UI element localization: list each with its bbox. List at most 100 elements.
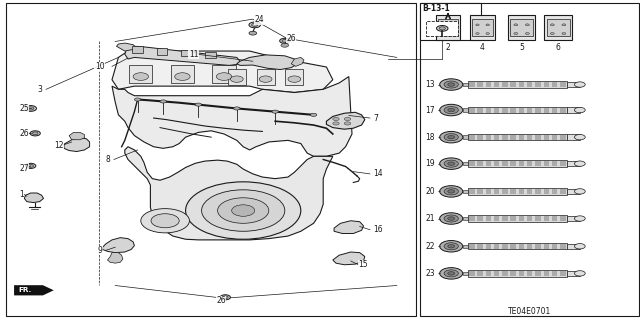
Bar [494, 82, 499, 87]
Circle shape [444, 188, 458, 195]
Bar [502, 135, 508, 140]
Text: 13: 13 [426, 80, 435, 89]
Circle shape [444, 107, 458, 114]
Bar [567, 271, 580, 276]
Bar [486, 189, 491, 194]
Bar [545, 15, 572, 40]
Circle shape [25, 106, 36, 111]
Bar [527, 271, 532, 276]
Bar [560, 244, 566, 249]
Circle shape [575, 189, 585, 194]
Circle shape [232, 205, 255, 216]
Bar [510, 19, 533, 36]
Circle shape [448, 83, 454, 86]
Bar [469, 108, 475, 113]
Bar [494, 216, 499, 221]
Circle shape [446, 33, 450, 34]
Bar [560, 82, 566, 87]
Bar [511, 108, 516, 113]
Bar [6, 3, 416, 316]
Bar [519, 161, 524, 166]
Bar [543, 271, 549, 276]
Bar [535, 135, 541, 140]
Polygon shape [108, 253, 123, 263]
Bar [543, 189, 549, 194]
Circle shape [514, 33, 518, 34]
Bar [567, 189, 580, 194]
Bar [543, 135, 549, 140]
Bar [463, 190, 468, 193]
Polygon shape [326, 112, 365, 129]
Bar [527, 82, 532, 87]
Circle shape [249, 31, 257, 35]
Bar [477, 82, 483, 87]
Circle shape [575, 271, 585, 276]
Text: 11: 11 [189, 50, 198, 59]
Bar [468, 81, 567, 88]
Circle shape [440, 268, 463, 279]
Circle shape [230, 76, 243, 82]
Bar [468, 270, 567, 277]
Bar [477, 108, 483, 113]
Text: TE04E0701: TE04E0701 [508, 307, 551, 315]
Bar [547, 19, 570, 36]
Bar [494, 108, 499, 113]
Bar [560, 135, 566, 140]
Bar [535, 271, 541, 276]
Bar [567, 244, 580, 249]
Bar [519, 108, 524, 113]
Circle shape [259, 76, 272, 82]
Circle shape [444, 160, 458, 167]
Polygon shape [14, 285, 54, 295]
Bar [535, 244, 541, 249]
Circle shape [444, 243, 458, 250]
Circle shape [476, 33, 479, 34]
Text: 4: 4 [480, 43, 485, 52]
Circle shape [186, 182, 301, 239]
Text: 25: 25 [19, 104, 29, 113]
Circle shape [344, 117, 351, 121]
Bar [519, 189, 524, 194]
Circle shape [175, 73, 190, 80]
Polygon shape [101, 238, 134, 253]
Text: 15: 15 [358, 260, 368, 269]
Circle shape [133, 73, 148, 80]
Bar [567, 135, 580, 140]
Bar [469, 189, 475, 194]
Bar [519, 82, 524, 87]
Circle shape [249, 22, 260, 28]
Polygon shape [125, 147, 333, 240]
Circle shape [448, 162, 454, 165]
Circle shape [448, 245, 454, 248]
Bar [543, 216, 549, 221]
Circle shape [223, 296, 228, 299]
Polygon shape [64, 138, 90, 152]
Bar [535, 161, 541, 166]
Bar [552, 271, 557, 276]
Circle shape [33, 132, 38, 135]
Bar [519, 244, 524, 249]
Bar [567, 82, 580, 87]
Bar [205, 52, 216, 58]
Text: 22: 22 [426, 242, 435, 251]
Polygon shape [69, 132, 84, 140]
Bar [494, 271, 499, 276]
Bar [469, 271, 475, 276]
Bar [494, 135, 499, 140]
Text: 23: 23 [426, 269, 435, 278]
Bar [486, 161, 491, 166]
Bar [511, 135, 516, 140]
Polygon shape [333, 252, 365, 265]
Circle shape [448, 108, 454, 112]
Bar [560, 108, 566, 113]
Polygon shape [112, 51, 333, 93]
Bar [486, 108, 491, 113]
Bar [477, 189, 483, 194]
Bar [436, 15, 460, 40]
Text: 9: 9 [97, 246, 102, 255]
Bar [469, 216, 475, 221]
Bar [468, 160, 567, 167]
Bar [438, 19, 458, 36]
Bar [257, 69, 275, 85]
Circle shape [30, 131, 40, 136]
